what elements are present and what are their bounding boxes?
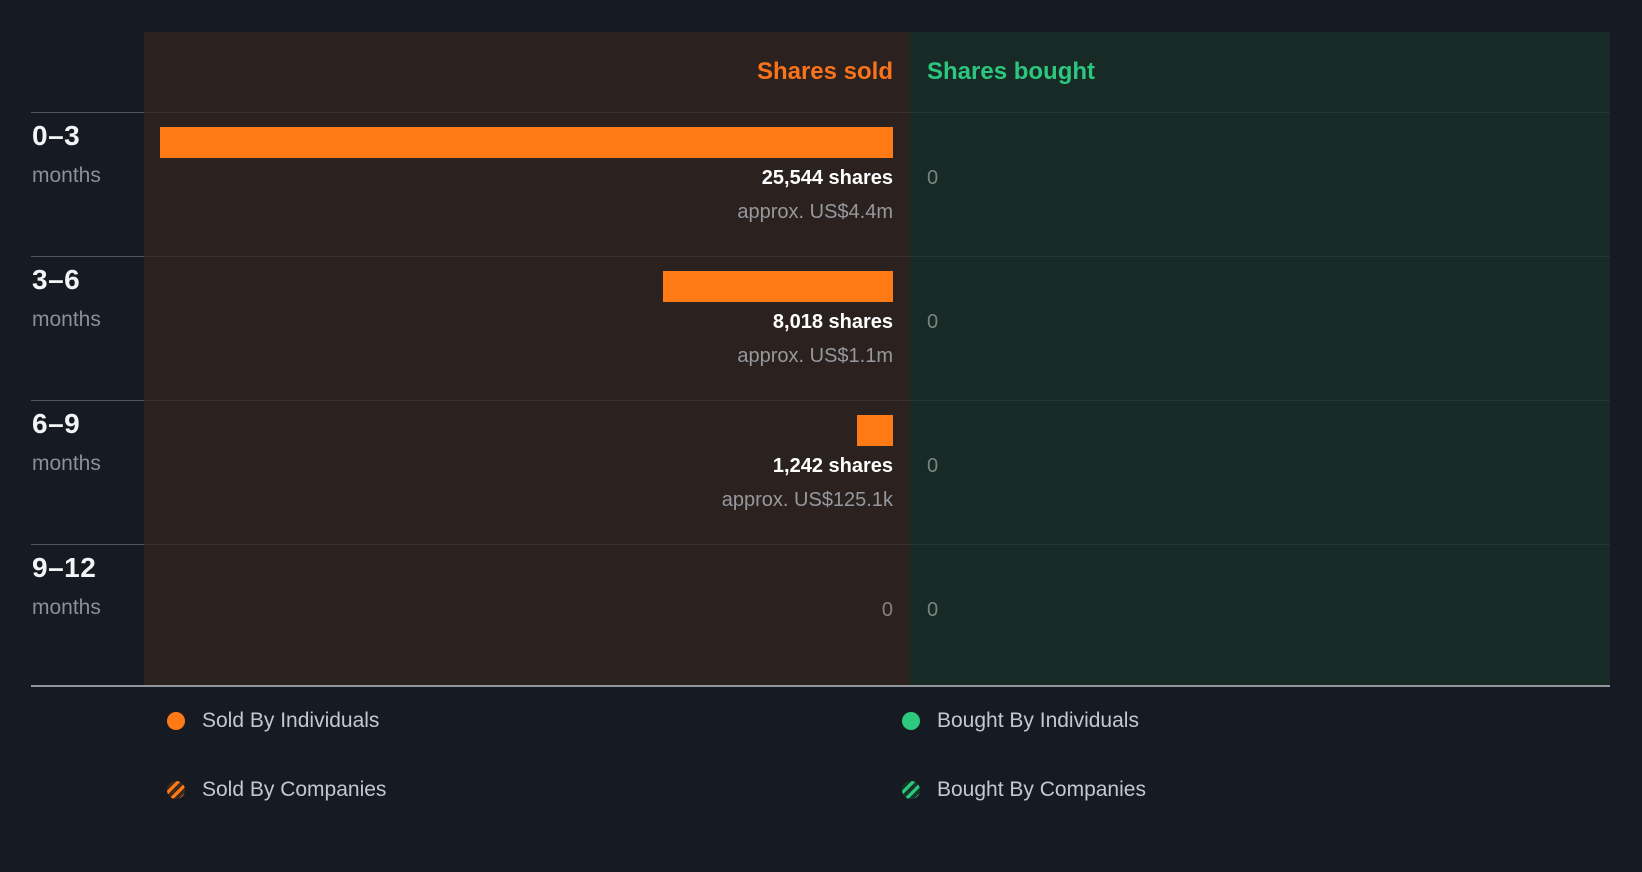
table-row: 9–12 months 0 0 bbox=[0, 544, 1642, 688]
bought-individuals-dot-icon bbox=[902, 711, 920, 730]
table-row: 3–6 months 8,018 shares approx. US$1.1m … bbox=[0, 256, 1642, 400]
chart-baseline bbox=[31, 685, 1610, 687]
legend-item-sold-individuals[interactable]: Sold By Individuals bbox=[167, 708, 379, 733]
sold-companies-hatched-dot-icon bbox=[167, 780, 185, 799]
sold-individuals-dot-icon bbox=[167, 711, 185, 730]
sold-secondary-label: approx. US$1.1m bbox=[737, 345, 893, 367]
sold-bar-track bbox=[160, 271, 893, 302]
sold-secondary-label: approx. US$4.4m bbox=[737, 201, 893, 223]
sold-bar-track bbox=[160, 415, 893, 446]
row-divider bbox=[31, 544, 144, 545]
legend-label: Sold By Individuals bbox=[202, 708, 380, 732]
legend-item-bought-companies[interactable]: Bought By Companies bbox=[902, 777, 1146, 802]
row-divider bbox=[144, 112, 1610, 113]
row-divider bbox=[144, 400, 1610, 401]
bought-primary-label: 0 bbox=[927, 599, 939, 621]
sold-primary-label: 8,018 shares bbox=[772, 311, 893, 333]
shares-sold-header: Shares sold bbox=[756, 58, 893, 85]
row-divider bbox=[31, 256, 144, 257]
legend-label: Bought By Companies bbox=[937, 777, 1146, 801]
sold-primary-label: 0 bbox=[881, 599, 893, 621]
bought-companies-hatched-dot-icon bbox=[902, 780, 920, 799]
row-divider bbox=[31, 400, 144, 401]
bought-primary-label: 0 bbox=[927, 311, 939, 333]
period-label: 3–6 bbox=[32, 264, 81, 295]
legend-item-bought-individuals[interactable]: Bought By Individuals bbox=[902, 708, 1139, 733]
sold-bar-track bbox=[160, 127, 893, 158]
period-unit-label: months bbox=[32, 308, 101, 331]
bought-primary-label: 0 bbox=[927, 455, 939, 477]
row-divider bbox=[31, 112, 144, 113]
sold-primary-label: 25,544 shares bbox=[761, 167, 893, 189]
shares-sold-bar[interactable] bbox=[857, 415, 893, 446]
shares-sold-bar[interactable] bbox=[662, 271, 893, 302]
legend-label: Sold By Companies bbox=[202, 777, 387, 801]
row-divider bbox=[144, 544, 1610, 545]
row-divider bbox=[144, 256, 1610, 257]
legend-item-sold-companies[interactable]: Sold By Companies bbox=[167, 777, 386, 802]
period-label: 0–3 bbox=[32, 120, 81, 151]
period-unit-label: months bbox=[32, 596, 101, 619]
shares-bought-header: Shares bought bbox=[927, 58, 1096, 85]
table-row: 6–9 months 1,242 shares approx. US$125.1… bbox=[0, 400, 1642, 544]
period-unit-label: months bbox=[32, 164, 101, 187]
shares-sold-bar[interactable] bbox=[160, 127, 893, 158]
period-label: 9–12 bbox=[32, 552, 97, 583]
legend-label: Bought By Individuals bbox=[937, 708, 1139, 732]
period-label: 6–9 bbox=[32, 408, 81, 439]
shares-bought-panel bbox=[910, 32, 1610, 686]
bought-primary-label: 0 bbox=[927, 167, 939, 189]
sold-bar-track bbox=[160, 559, 893, 590]
period-unit-label: months bbox=[32, 452, 101, 475]
sold-primary-label: 1,242 shares bbox=[772, 455, 893, 477]
sold-secondary-label: approx. US$125.1k bbox=[721, 489, 893, 511]
table-row: 0–3 months 25,544 shares approx. US$4.4m… bbox=[0, 112, 1642, 256]
